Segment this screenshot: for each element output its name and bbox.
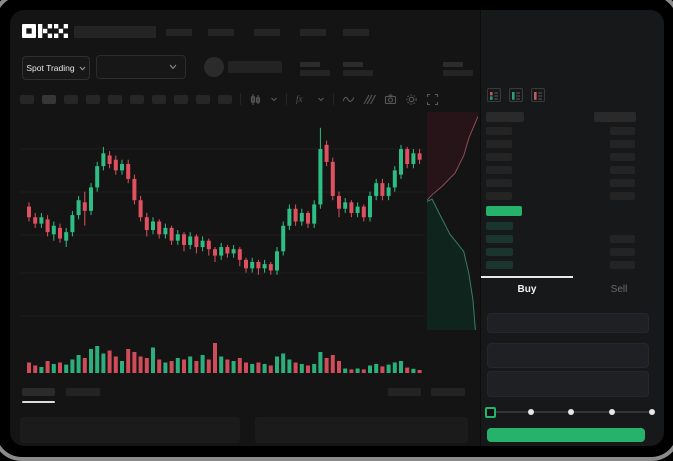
chevron-down-icon [169,64,177,70]
orders-table-placeholder [20,417,240,443]
tab-sell[interactable]: Sell [610,283,628,295]
nav-item-placeholder[interactable] [343,29,369,36]
bottom-tab-active[interactable] [22,388,55,396]
bid-row[interactable] [486,235,513,243]
bid-row[interactable] [610,248,635,256]
toolbar-divider [286,93,287,105]
candle-type-icon[interactable] [249,93,262,106]
camera-snapshot-icon[interactable] [384,93,397,106]
nav-item-placeholder[interactable] [208,29,234,36]
pair-name-placeholder [228,61,282,73]
ticker-stat-placeholder [443,62,473,76]
ask-row[interactable] [610,127,635,135]
ask-row[interactable] [610,192,635,200]
chevron-down-icon[interactable] [317,95,325,103]
coin-avatar [204,57,224,77]
slider-step-dot[interactable] [568,409,574,415]
buy-submit-button[interactable] [487,428,645,442]
ask-row[interactable] [610,166,635,174]
brand-title-placeholder [74,26,156,38]
bottom-action-placeholder[interactable] [431,388,465,396]
interval-button[interactable] [218,94,232,104]
book-combined-icon[interactable] [487,88,501,102]
amount-slider[interactable] [485,406,655,418]
interval-button[interactable] [196,94,210,104]
ask-row[interactable] [610,140,635,148]
market-type-label: Spot Trading [26,63,75,73]
slider-handle[interactable] [485,407,496,418]
chevron-down-icon[interactable] [270,95,278,103]
price-input[interactable] [487,313,649,333]
settings-gear-icon[interactable] [405,93,418,106]
bottom-tab-active-indicator [22,401,55,403]
bid-row[interactable] [486,261,513,269]
svg-text:fx: fx [296,94,303,104]
interval-button[interactable] [130,94,144,104]
total-input[interactable] [487,371,649,397]
fx-indicator-icon[interactable]: fx [295,93,309,105]
ask-row[interactable] [610,179,635,187]
chart-toolbar: fx [20,92,439,106]
compare-icon[interactable] [363,93,376,106]
ask-row[interactable] [486,153,512,161]
toolbar-divider [240,93,241,105]
bid-row[interactable] [610,235,635,243]
bottom-action-placeholder[interactable] [388,388,421,396]
book-header-placeholder[interactable] [486,112,524,122]
interval-button[interactable] [174,94,188,104]
bid-row[interactable] [486,248,513,256]
bid-row[interactable] [486,222,513,230]
pair-selector-dropdown[interactable] [96,55,186,79]
toolbar-divider [333,93,334,105]
tab-buy[interactable]: Buy [481,276,573,302]
fullscreen-icon[interactable] [426,93,439,106]
interval-button[interactable] [20,94,34,104]
ask-row[interactable] [486,166,512,174]
amount-input[interactable] [487,343,649,368]
nav-item-placeholder[interactable] [254,29,280,36]
okx-logo-icon[interactable] [22,24,68,39]
last-price-highlight[interactable] [486,206,522,216]
depth-chart [427,112,478,330]
ticker-stat-placeholder [300,62,330,76]
interval-button[interactable] [108,94,122,104]
candlestick-chart[interactable] [20,112,425,385]
orderbook-trade-panel: Buy Sell [480,10,664,446]
book-header-placeholder[interactable] [594,112,636,122]
nav-item-placeholder[interactable] [166,29,192,36]
orders-table-placeholder [255,417,468,443]
ask-row[interactable] [486,192,512,200]
bottom-tab[interactable] [66,388,100,396]
nav-item-placeholder[interactable] [300,29,326,36]
ask-row[interactable] [486,140,512,148]
chevron-down-icon [79,66,85,71]
interval-button-selected[interactable] [42,94,56,104]
interval-button[interactable] [64,94,78,104]
app-window: Spot Trading fx [10,10,664,446]
slider-step-dot[interactable] [608,409,615,415]
book-asks-icon[interactable] [531,88,545,102]
line-tools-icon[interactable] [342,93,355,106]
market-type-dropdown[interactable]: Spot Trading [22,56,90,80]
ticker-stat-placeholder [343,62,373,76]
ask-row[interactable] [610,153,635,161]
slider-step-dot[interactable] [527,409,534,415]
ask-row[interactable] [486,127,512,135]
trade-tabs: Buy Sell [481,276,664,302]
interval-button[interactable] [152,94,166,104]
slider-step-dot[interactable] [649,409,655,415]
ask-row[interactable] [486,179,512,187]
bid-row[interactable] [610,261,635,269]
interval-button[interactable] [86,94,100,104]
book-bids-icon[interactable] [509,88,523,102]
